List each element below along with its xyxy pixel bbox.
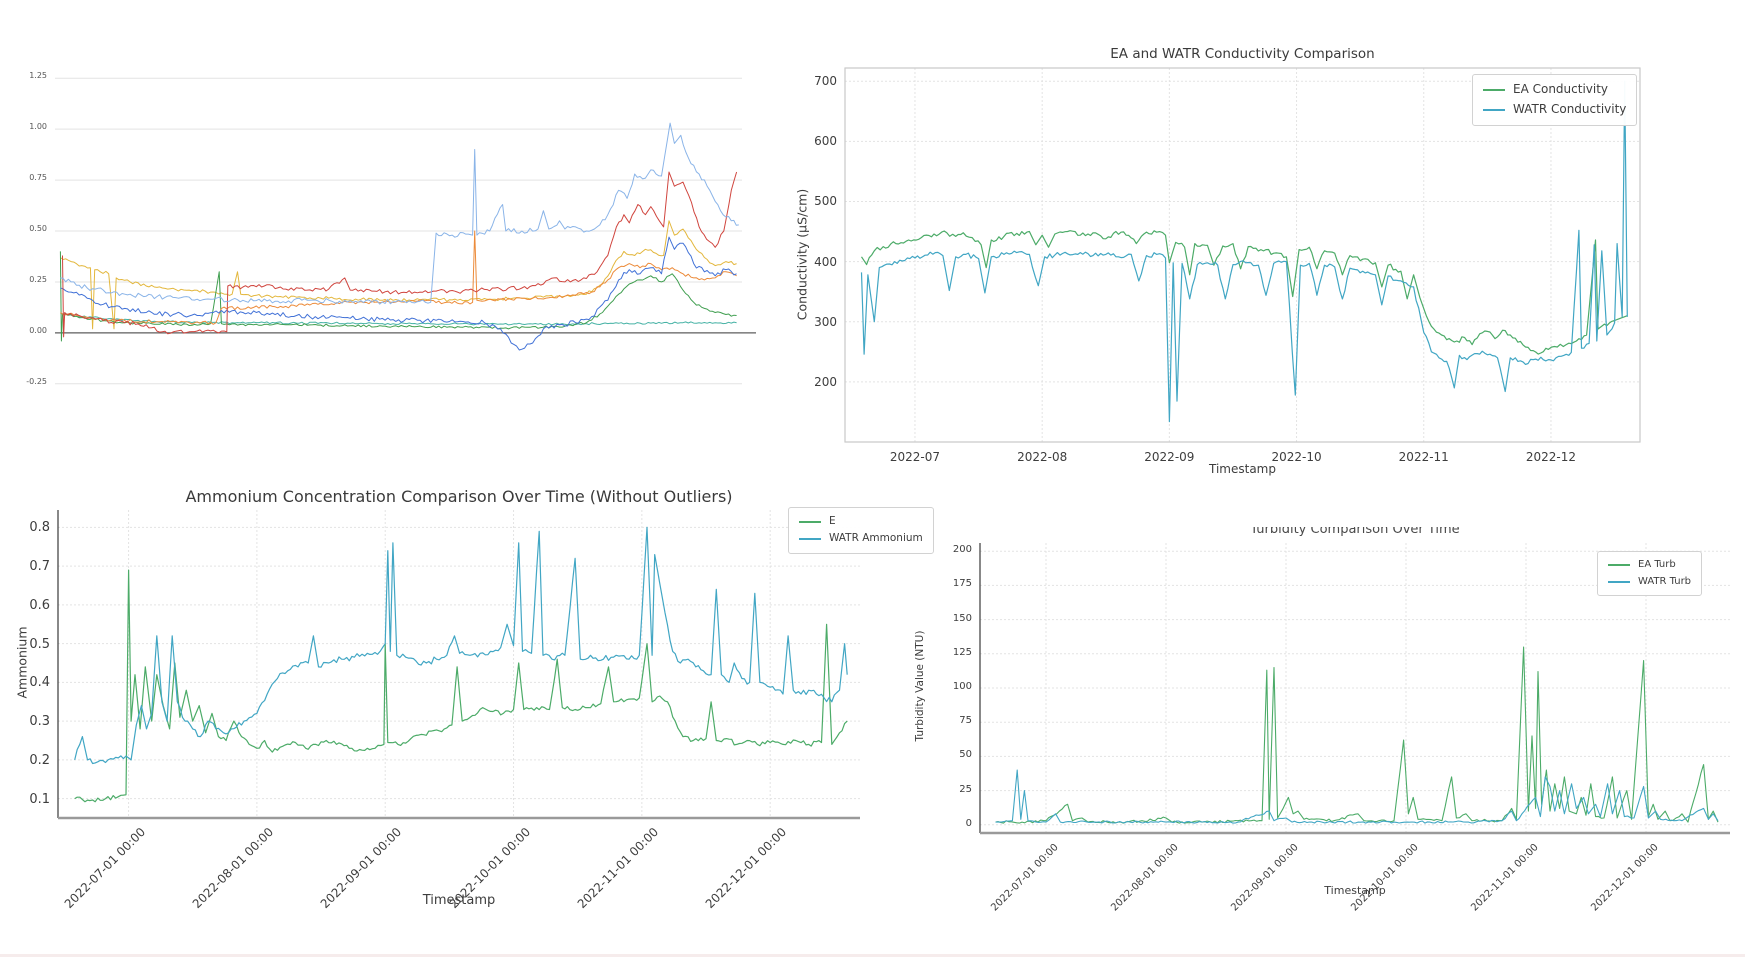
y-tick-label: 0.5 bbox=[29, 636, 50, 652]
plot-turbidity bbox=[979, 543, 1730, 835]
series-ea-conductivity bbox=[861, 230, 1628, 355]
legend-line-swatch bbox=[799, 537, 821, 540]
legend-label: WATR Ammonium bbox=[829, 532, 923, 545]
legend-entry: E bbox=[799, 513, 923, 530]
series-light-blue bbox=[60, 122, 739, 305]
bottom-edge-strip bbox=[0, 954, 1745, 957]
y-tick-label: 75 bbox=[959, 715, 972, 727]
y-tick-label: 0 bbox=[965, 817, 972, 829]
y-tick-label: 175 bbox=[952, 578, 972, 590]
y-tick-label: 0.50 bbox=[29, 224, 47, 234]
y-tick-label: 150 bbox=[952, 612, 972, 624]
y-tick-label: 125 bbox=[952, 646, 972, 658]
ammonium-title: Ammonium Concentration Comparison Over T… bbox=[185, 487, 733, 506]
legend-entry: WATR Conductivity bbox=[1483, 100, 1626, 120]
legend-entry: WATR Turb bbox=[1608, 574, 1691, 591]
legend-line-swatch bbox=[1608, 564, 1630, 567]
x-tick-label: 2022-07 bbox=[889, 450, 941, 464]
turbidity-y-axis-label: Turbidity Value (NTU) bbox=[914, 630, 926, 742]
y-tick-label: 400 bbox=[814, 254, 837, 269]
conductivity-title: EA and WATR Conductivity Comparison bbox=[1110, 46, 1375, 62]
series-watr-ammonium bbox=[74, 526, 848, 765]
legend-label: EA Conductivity bbox=[1513, 82, 1609, 96]
plot-ammonium bbox=[57, 510, 860, 820]
legend-label: E bbox=[829, 515, 836, 527]
y-tick-label: 200 bbox=[814, 374, 837, 389]
y-tick-label: 1.00 bbox=[29, 122, 47, 132]
x-tick-label: 2022-08 bbox=[1017, 450, 1068, 464]
plot-conductivity bbox=[844, 67, 1641, 443]
y-tick-label: 0.00 bbox=[29, 325, 47, 335]
y-tick-label: 0.3 bbox=[29, 714, 50, 730]
series-orange bbox=[60, 230, 737, 325]
x-tick-label: 2022-09 bbox=[1144, 450, 1195, 464]
legend-line-swatch bbox=[1608, 580, 1630, 583]
y-tick-label: 0.8 bbox=[29, 520, 50, 536]
y-tick-label: 0.1 bbox=[29, 791, 50, 807]
series-e bbox=[74, 569, 848, 803]
y-tick-label: 0.2 bbox=[29, 752, 50, 768]
legend-line-swatch bbox=[1483, 108, 1505, 111]
turbidity-title: Turbidity Comparison Over Time bbox=[1250, 527, 1460, 537]
legend-label: WATR Turb bbox=[1638, 575, 1692, 587]
y-tick-label: 500 bbox=[814, 194, 837, 209]
legend-entry: EA Conductivity bbox=[1483, 80, 1626, 100]
legend-entry: EA Turb bbox=[1608, 557, 1691, 574]
x-tick-label: 2022-12 bbox=[1525, 450, 1577, 464]
series-ea-turb bbox=[995, 646, 1719, 824]
y-tick-label: 0.75 bbox=[29, 173, 47, 183]
y-tick-label: -0.25 bbox=[26, 376, 47, 386]
y-tick-label: 0.7 bbox=[29, 559, 50, 575]
y-tick-label: 600 bbox=[814, 134, 837, 149]
series-blue bbox=[60, 236, 737, 351]
y-tick-label: 0.6 bbox=[29, 597, 50, 613]
x-tick-label: 2022-10 bbox=[1271, 450, 1322, 464]
legend-label: WATR Conductivity bbox=[1513, 101, 1627, 116]
legend-line-swatch bbox=[799, 520, 821, 523]
conductivity-x-axis-label: Timestamp bbox=[1209, 462, 1276, 476]
series-watr-conductivity bbox=[860, 80, 1628, 423]
turbidity-x-axis-label: Timestamp bbox=[1324, 884, 1386, 897]
legend-line-swatch bbox=[1483, 88, 1505, 91]
series-green bbox=[59, 251, 737, 342]
x-tick-label: 2022-11 bbox=[1398, 450, 1449, 464]
series-teal bbox=[60, 313, 737, 326]
series-watr-turb bbox=[995, 769, 1719, 824]
turbidity-title-clip: Turbidity Comparison Over Time bbox=[980, 527, 1730, 538]
y-tick-label: 0.25 bbox=[29, 274, 47, 284]
y-tick-label: 200 bbox=[952, 544, 972, 556]
series-gold bbox=[60, 220, 737, 330]
y-tick-label: 50 bbox=[959, 749, 972, 761]
conductivity-legend: EA Conductivity WATR Conductivity bbox=[1472, 74, 1638, 126]
ammonium-x-axis-label: Timestamp bbox=[422, 893, 496, 908]
plot-frame bbox=[844, 67, 1641, 443]
y-tick-label: 0.4 bbox=[29, 675, 50, 691]
y-tick-label: 25 bbox=[959, 783, 972, 795]
y-tick-label: 300 bbox=[814, 314, 837, 329]
ammonium-legend: E WATR Ammonium bbox=[788, 507, 934, 554]
legend-label: EA Turb bbox=[1638, 559, 1676, 570]
plot-scaled_overview bbox=[55, 77, 756, 385]
y-tick-label: 100 bbox=[952, 681, 972, 692]
series-red bbox=[62, 171, 738, 338]
y-tick-label: 700 bbox=[814, 74, 837, 89]
y-tick-label: 1.25 bbox=[29, 71, 47, 81]
legend-entry: WATR Ammonium bbox=[799, 530, 923, 547]
turbidity-legend: EA Turb WATR Turb bbox=[1597, 551, 1703, 596]
